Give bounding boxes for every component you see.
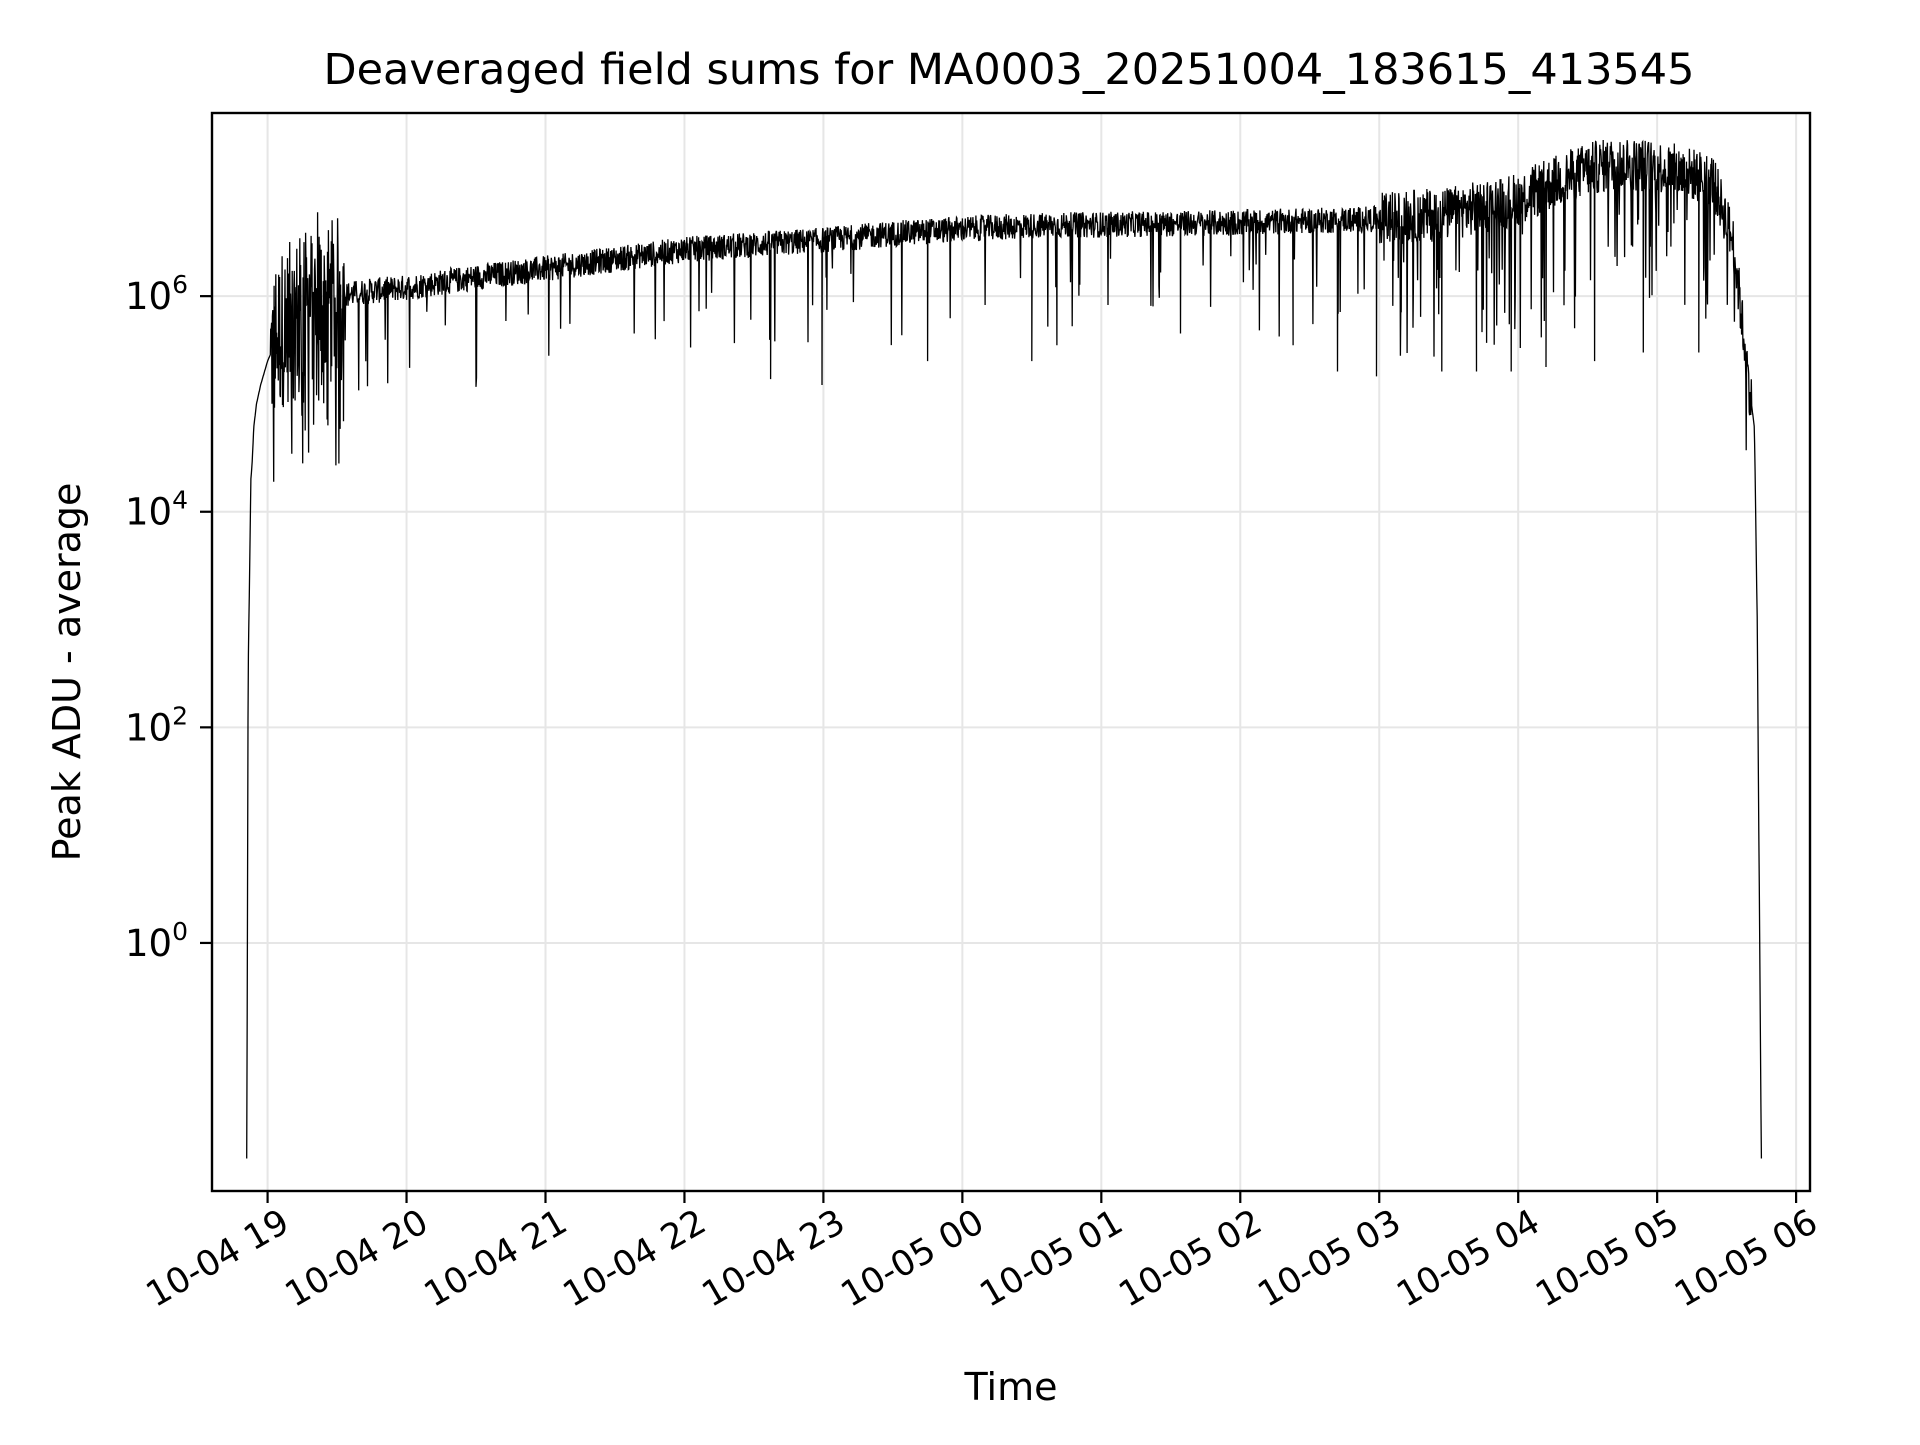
y-tick-base: 10 [125, 706, 172, 749]
y-tick-label: 106 [125, 270, 188, 318]
x-axis-label: Time [964, 1365, 1058, 1409]
chart-title: Deaveraged field sums for MA0003_2025100… [323, 45, 1694, 95]
y-tick-label: 100 [125, 917, 188, 965]
y-tick-label: 104 [125, 486, 188, 534]
y-tick-exponent: 0 [172, 917, 188, 946]
y-tick-base: 10 [125, 922, 172, 965]
y-tick-base: 10 [125, 275, 172, 318]
y-tick-label: 102 [125, 701, 188, 749]
y-axis-label: Peak ADU - average [45, 483, 89, 862]
series-layer [246, 139, 1763, 1159]
grid-layer [212, 113, 1810, 1191]
series-line [246, 139, 1763, 1159]
plot-frame [210, 111, 1812, 1193]
y-tick-exponent: 4 [172, 486, 188, 515]
y-tick-exponent: 2 [172, 701, 188, 730]
y-tick-base: 10 [125, 491, 172, 534]
y-tick-exponent: 6 [172, 270, 188, 299]
